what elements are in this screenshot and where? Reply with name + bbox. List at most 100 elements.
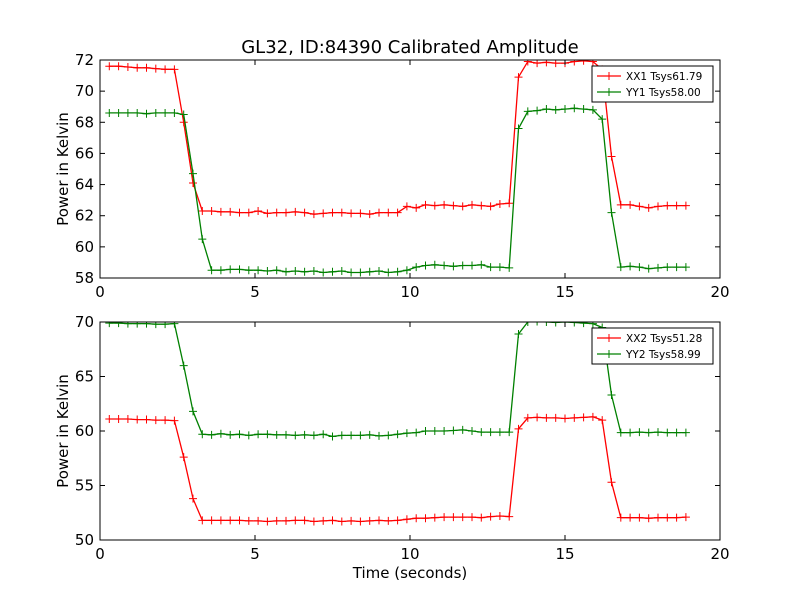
data-point	[337, 517, 346, 526]
data-point	[449, 201, 458, 210]
data-point	[616, 263, 625, 272]
data-point	[235, 208, 244, 217]
data-point	[133, 63, 142, 72]
data-point	[440, 261, 449, 270]
data-point	[244, 516, 253, 525]
data-point	[114, 62, 123, 71]
data-point	[170, 322, 179, 328]
data-point	[654, 202, 662, 211]
data-point	[663, 263, 672, 272]
data-point	[644, 514, 653, 523]
data-point	[654, 263, 662, 272]
data-point	[458, 513, 467, 522]
data-point	[105, 62, 114, 71]
data-point	[254, 266, 263, 275]
data-point	[207, 430, 216, 439]
x-tick-label: 0	[95, 283, 105, 301]
data-point	[142, 109, 151, 118]
data-point	[533, 106, 542, 115]
data-point	[347, 431, 356, 440]
data-point	[365, 516, 374, 525]
data-point	[430, 201, 439, 210]
data-point	[384, 208, 393, 217]
data-point	[402, 429, 411, 438]
data-point	[449, 513, 458, 522]
data-point	[681, 201, 690, 210]
data-point	[635, 263, 644, 272]
data-point	[393, 430, 402, 439]
data-point	[375, 208, 383, 217]
data-point	[421, 200, 430, 209]
y-tick-label: 50	[75, 531, 94, 549]
data-point	[337, 431, 346, 440]
data-point	[319, 430, 328, 439]
data-point	[300, 267, 309, 276]
data-point	[300, 430, 309, 439]
data-point	[458, 425, 467, 434]
x-tick-label: 5	[250, 283, 260, 301]
data-point	[505, 512, 514, 521]
data-point	[514, 73, 523, 82]
data-point	[440, 513, 449, 522]
y-tick-label: 65	[75, 368, 94, 386]
data-point	[561, 414, 569, 423]
data-point	[291, 431, 300, 440]
data-point	[570, 104, 579, 113]
data-point	[430, 513, 439, 522]
data-point	[486, 202, 495, 211]
data-point	[114, 415, 123, 424]
series-2-2	[105, 322, 690, 441]
data-point	[607, 391, 616, 400]
data-point	[672, 428, 681, 437]
data-point	[347, 209, 356, 218]
data-point	[579, 105, 588, 114]
data-point	[105, 108, 114, 117]
data-point	[365, 210, 374, 219]
data-point	[328, 267, 337, 276]
data-point	[579, 322, 588, 328]
data-point	[179, 361, 188, 370]
data-point	[170, 416, 179, 425]
data-point	[468, 427, 476, 435]
data-point	[607, 208, 616, 217]
data-point	[226, 430, 235, 439]
data-point	[179, 453, 188, 462]
data-point	[347, 268, 356, 277]
data-point	[309, 266, 318, 275]
y-tick-label: 70	[75, 82, 94, 100]
data-point	[198, 207, 207, 216]
chart-panel-1: 0 5 10 15 20 58 60 62 64 66 68 70 72 Power in Kelvin X…	[54, 51, 730, 301]
data-point	[402, 266, 411, 275]
data-point	[170, 108, 179, 117]
data-point	[151, 108, 160, 117]
legend-box	[591, 65, 714, 103]
data-point	[505, 428, 514, 437]
data-point	[356, 431, 365, 440]
data-point	[486, 263, 495, 272]
data-point	[189, 179, 197, 188]
data-point	[421, 427, 430, 435]
data-point	[635, 513, 644, 522]
data-point	[663, 513, 672, 522]
data-point	[533, 413, 542, 422]
data-point	[626, 428, 635, 437]
data-point	[421, 261, 430, 270]
data-point	[282, 516, 290, 525]
data-point	[300, 208, 309, 217]
data-point	[263, 517, 272, 526]
data-point	[616, 513, 625, 522]
legend-marker	[605, 88, 613, 96]
data-point	[477, 260, 486, 269]
data-point	[421, 514, 430, 523]
data-point	[570, 60, 579, 66]
data-point	[384, 268, 393, 277]
data-point	[588, 322, 597, 328]
data-point	[468, 513, 476, 522]
data-point	[337, 266, 346, 275]
data-point	[319, 268, 328, 277]
data-point	[189, 407, 197, 416]
legend-marker	[605, 334, 613, 342]
data-point	[244, 208, 253, 217]
data-point	[337, 208, 346, 217]
data-point	[681, 263, 690, 272]
